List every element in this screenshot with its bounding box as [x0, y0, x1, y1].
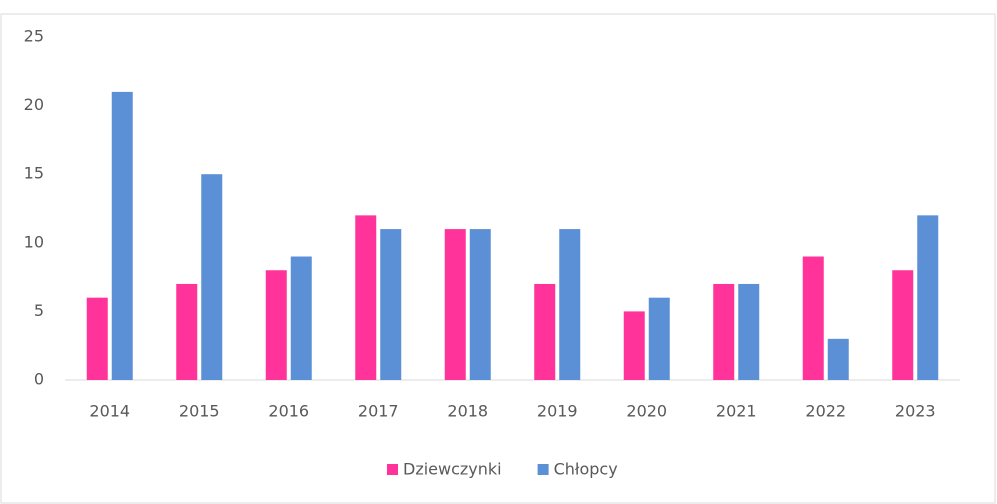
bar: [176, 283, 198, 380]
x-tick-label: 2015: [179, 402, 220, 421]
bar: [380, 229, 402, 380]
bar: [469, 229, 491, 380]
x-tick-label: 2021: [716, 402, 757, 421]
legend-swatch: [537, 464, 549, 475]
chart-frame: [0, 13, 996, 504]
bar: [355, 215, 377, 380]
bar: [290, 256, 312, 380]
bar: [802, 256, 824, 380]
y-tick-label: 20: [24, 95, 44, 114]
bar: [559, 229, 581, 380]
bar: [111, 91, 133, 380]
bar: [534, 283, 556, 380]
legend-label: Chłopcy: [554, 460, 618, 479]
bar: [738, 283, 760, 380]
bar: [444, 229, 466, 380]
bar: [623, 311, 645, 380]
bar: [892, 270, 914, 380]
x-tick-label: 2018: [447, 402, 488, 421]
legend-label: Dziewczynki: [403, 460, 502, 479]
bar: [917, 215, 939, 380]
x-tick-label: 2016: [268, 402, 309, 421]
bar: [827, 338, 849, 380]
x-tick-label: 2023: [895, 402, 936, 421]
bar: [713, 283, 735, 380]
x-tick-label: 2017: [358, 402, 399, 421]
bar: [265, 270, 287, 380]
x-tick-label: 2014: [89, 402, 130, 421]
x-tick-label: 2020: [626, 402, 667, 421]
legend-swatch: [387, 464, 398, 475]
bar: [86, 297, 108, 380]
x-tick-label: 2019: [537, 402, 578, 421]
y-tick-label: 10: [24, 232, 44, 251]
y-tick-label: 0: [34, 370, 44, 389]
bar: [648, 297, 670, 380]
y-tick-label: 15: [24, 164, 44, 183]
bar: [201, 174, 223, 380]
y-tick-label: 25: [24, 27, 44, 46]
y-tick-label: 5: [34, 301, 44, 320]
x-tick-label: 2022: [805, 402, 846, 421]
